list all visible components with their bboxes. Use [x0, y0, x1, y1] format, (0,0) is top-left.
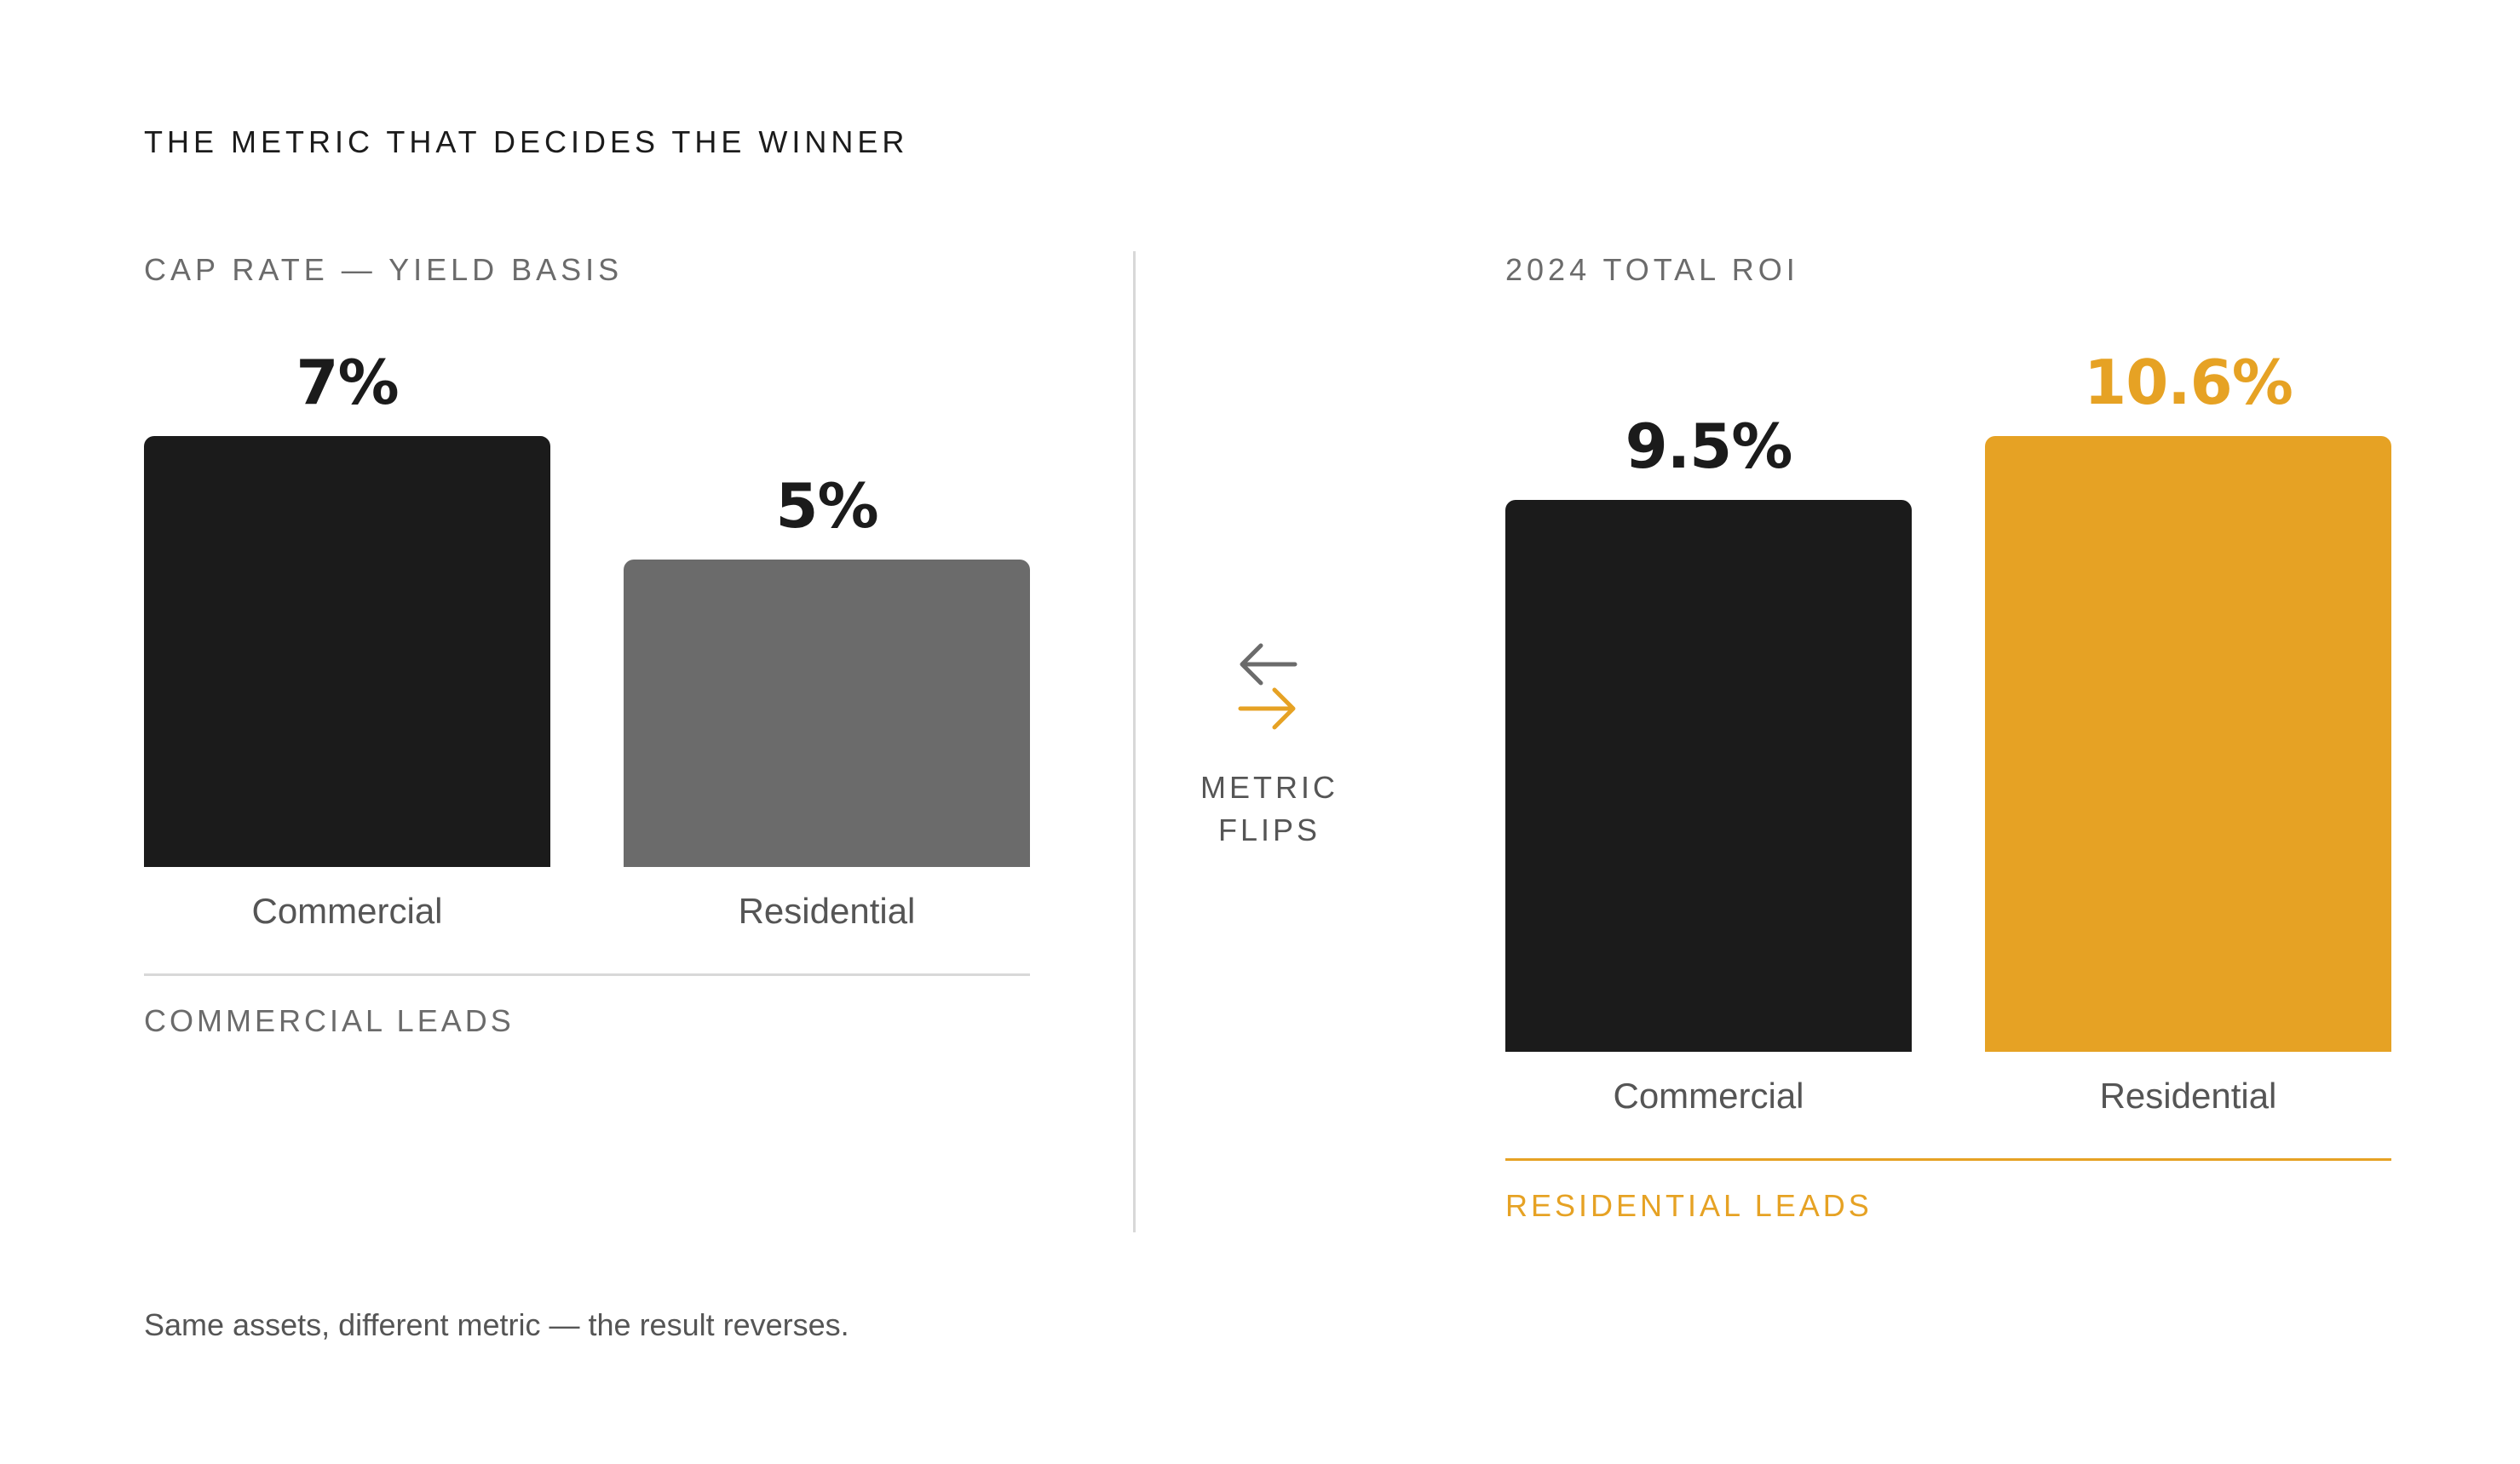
verdict-rule: [144, 973, 1030, 976]
swap-arrows-icon: [1238, 643, 1297, 730]
panel-divider: [1133, 251, 1136, 1232]
category-label-commercial: Commercial: [251, 891, 443, 931]
metric-flips-line2: FLIPS: [1217, 812, 1321, 847]
verdict-residential-leads: RESIDENTIAL LEADS: [1505, 1188, 1873, 1223]
chart-title-cap-rate: CAP RATE — YIELD BASIS: [144, 252, 624, 287]
chart-title-total-roi: 2024 TOTAL ROI: [1505, 252, 1799, 287]
value-label-residential: 10.6%: [2084, 347, 2293, 418]
value-label-commercial: 7%: [296, 347, 399, 418]
bar-residential: [624, 560, 1030, 867]
bar-residential: [1985, 436, 2391, 1052]
page-title: THE METRIC THAT DECIDES THE WINNER: [144, 124, 909, 159]
verdict-commercial-leads: COMMERCIAL LEADS: [144, 1003, 515, 1038]
category-label-residential: Residential: [2099, 1076, 2277, 1116]
verdict-rule: [1505, 1158, 2391, 1161]
footnote: Same assets, different metric — the resu…: [144, 1307, 849, 1342]
metric-flips-label: METRIC FLIPS: [1176, 766, 1363, 852]
bar-commercial: [144, 436, 550, 867]
bar-commercial: [1505, 500, 1912, 1052]
value-label-residential: 5%: [775, 470, 878, 542]
metric-flips-line1: METRIC: [1200, 770, 1338, 805]
category-label-residential: Residential: [738, 891, 916, 931]
category-label-commercial: Commercial: [1613, 1076, 1804, 1116]
value-label-commercial: 9.5%: [1625, 410, 1793, 482]
